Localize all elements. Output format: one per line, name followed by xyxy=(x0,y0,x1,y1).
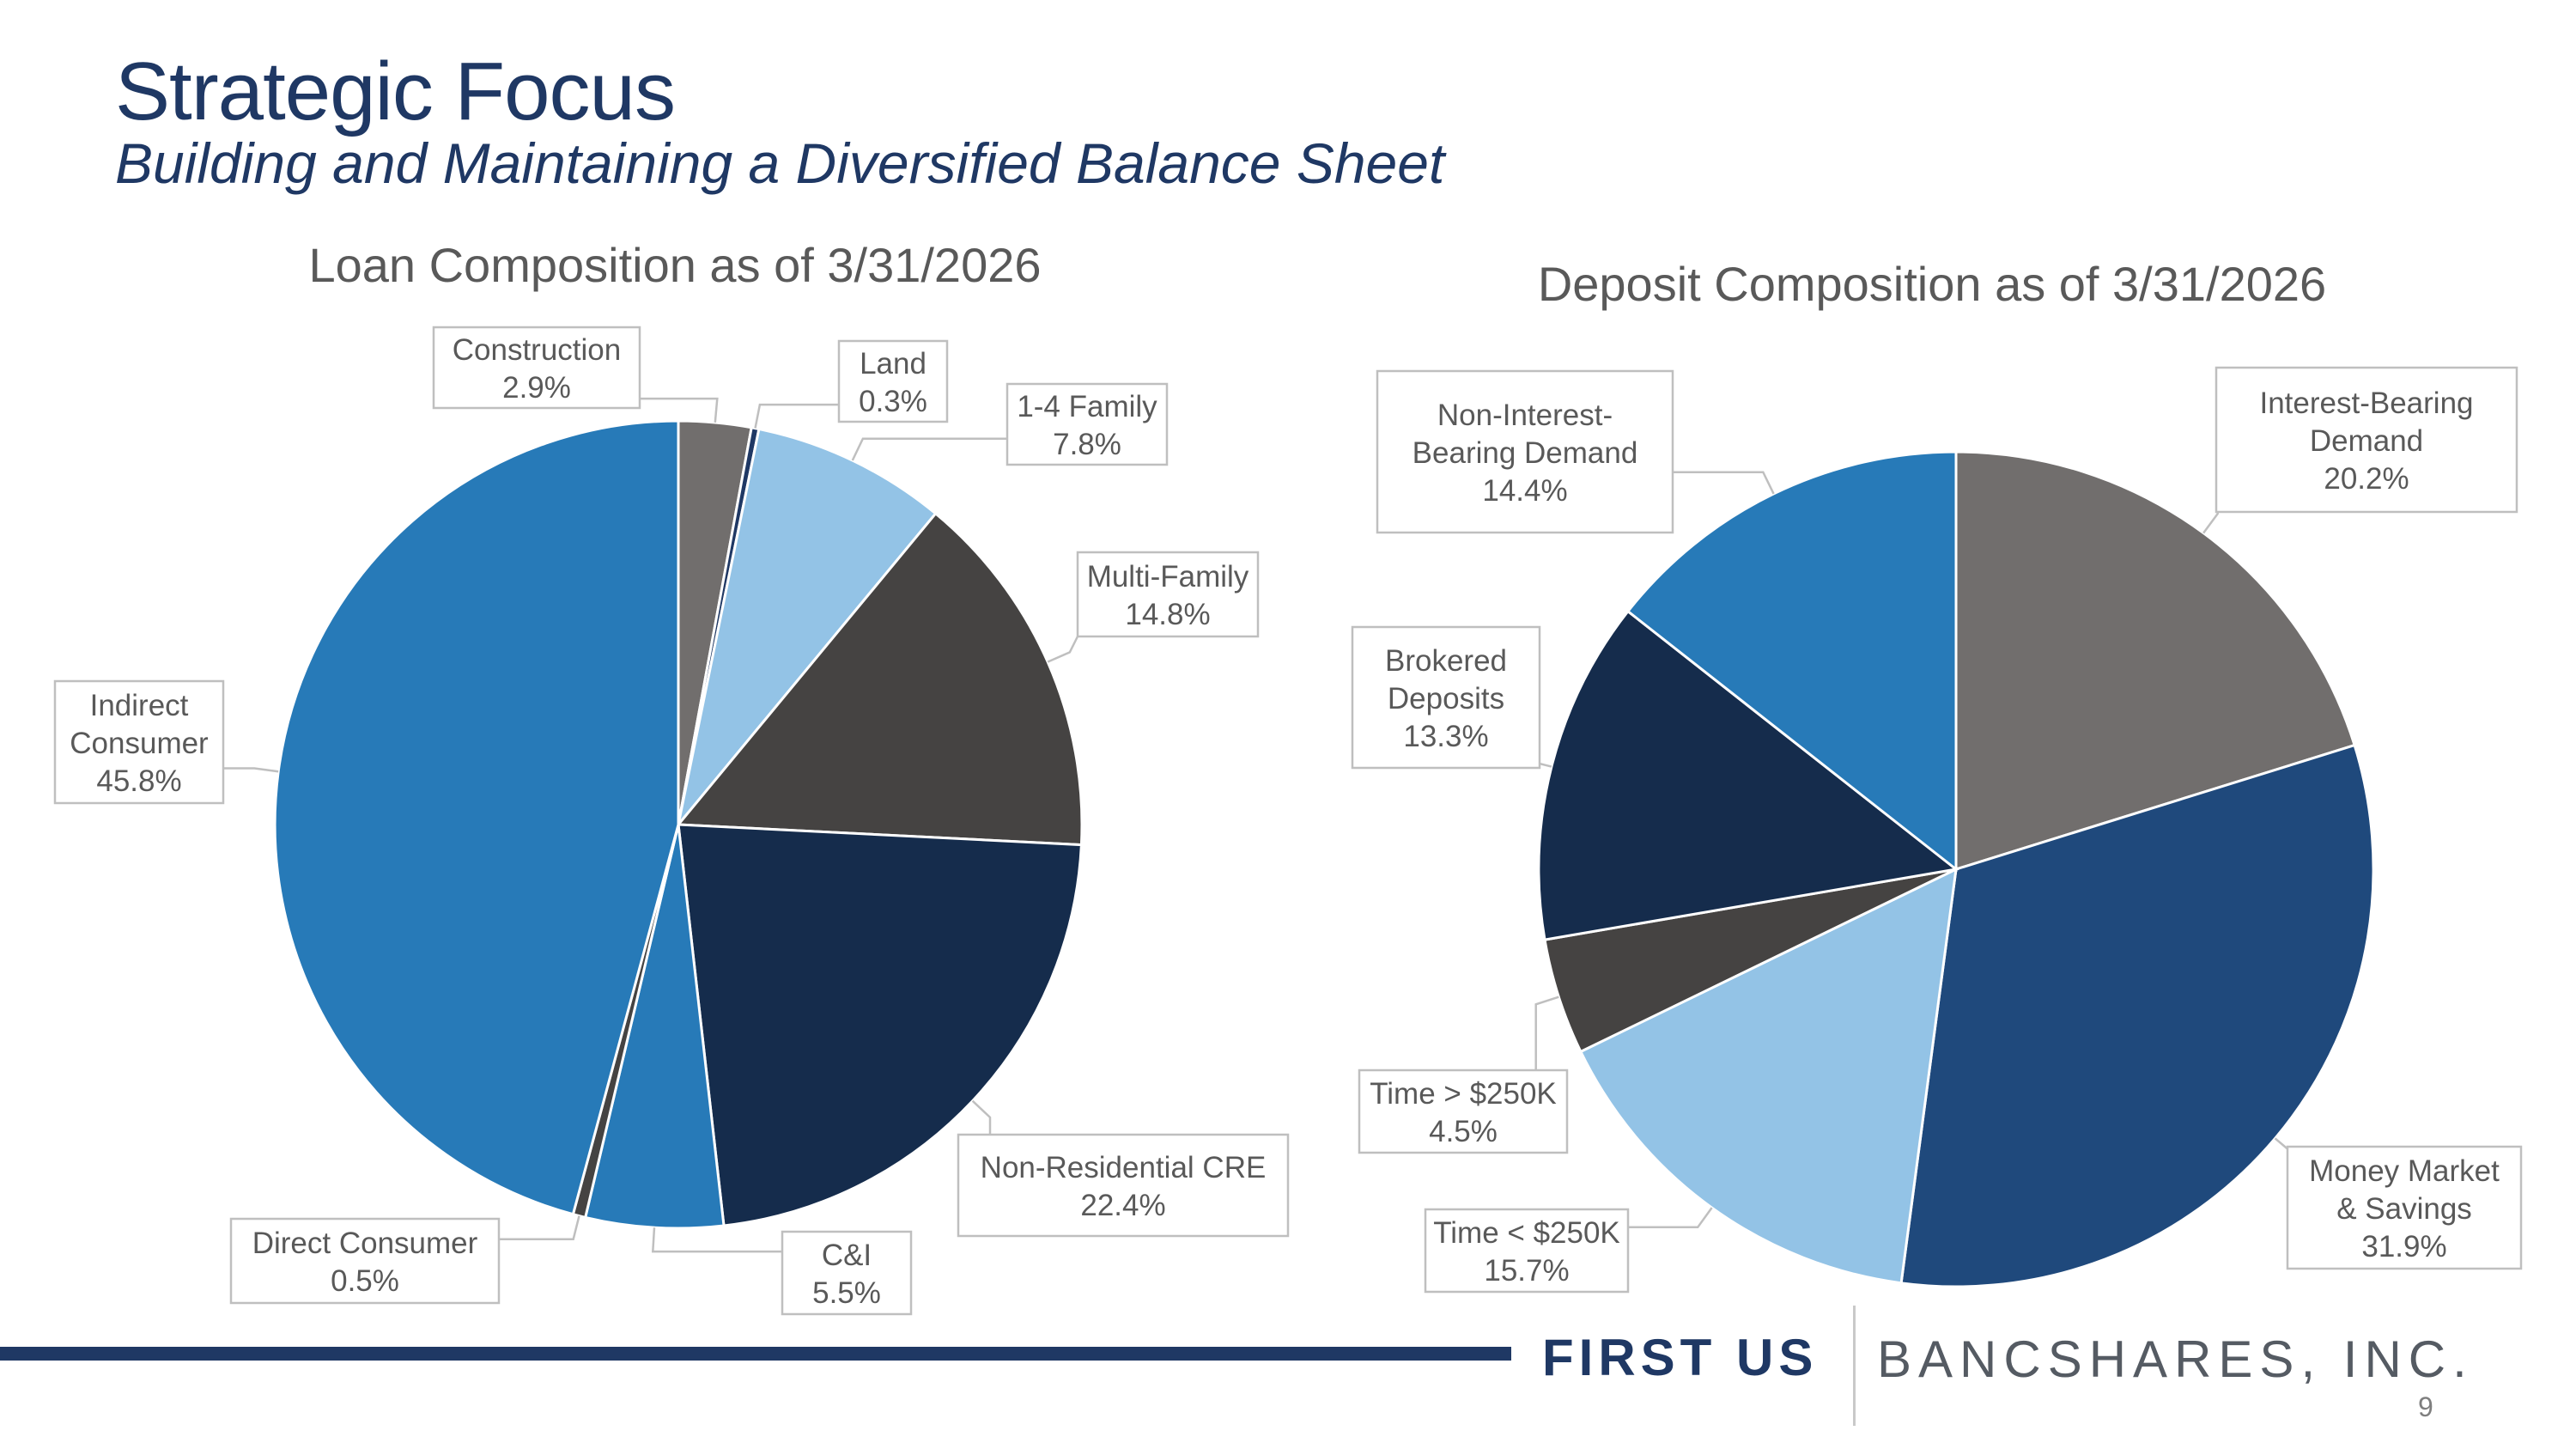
loan-leader-construction xyxy=(640,397,719,423)
deposit-pie: Interest-Bearing Demand 20.2% Money Market &… xyxy=(1351,366,2523,1294)
loan-value-label-construction: 2.9% xyxy=(502,371,571,405)
loan-label-box-construction xyxy=(432,326,641,410)
deposit-category-label-money-market-savings: & Savings xyxy=(2336,1192,2472,1226)
loan-label-box-direct-consumer xyxy=(229,1217,501,1305)
deposit-category-label-time-250k: Time < $250K xyxy=(1433,1216,1620,1250)
loan-value-label-direct-consumer: 0.5% xyxy=(331,1264,399,1298)
loan-slice-multi-family xyxy=(675,511,1084,847)
loan-category-label-multi-family: Multi-Family xyxy=(1087,560,1249,594)
deposit-label-box-time-250k xyxy=(1424,1208,1630,1294)
deposit-category-label-brokered-deposits: Brokered xyxy=(1385,644,1507,678)
page-number: 9 xyxy=(2418,1391,2433,1422)
loan-label-box-land xyxy=(837,339,949,423)
loan-slice-c-i xyxy=(583,824,726,1230)
logo-divider xyxy=(1853,1306,1856,1426)
loan-label-box-non-residential-cre xyxy=(957,1133,1290,1238)
deposit-value-label-money-market-savings: 31.9% xyxy=(2361,1230,2446,1263)
deposit-leader-time-250k xyxy=(1628,1207,1713,1229)
loan-value-label-multi-family: 14.8% xyxy=(1125,598,1210,631)
loan-value-label-indirect-consumer: 45.8% xyxy=(96,764,181,798)
logo-first: FIRST US xyxy=(1542,1329,1819,1386)
deposit-slice-brokered-deposits xyxy=(1537,609,1959,941)
deposit-label-box-brokered-deposits xyxy=(1351,625,1541,770)
loan-slice-non-residential-cre xyxy=(677,823,1083,1227)
loan-category-label-indirect-consumer: Consumer xyxy=(70,727,209,760)
logo-bancshares: BANCSHARES, INC. xyxy=(1877,1330,2474,1388)
loan-leader-multi-family xyxy=(1047,636,1079,663)
loan-label-box-1-4-family xyxy=(1005,382,1169,466)
loan-leader-indirect-consumer xyxy=(223,767,279,773)
loan-category-label-non-residential-cre: Non-Residential CRE xyxy=(981,1151,1267,1184)
loan-label-box-c-i xyxy=(781,1230,913,1316)
deposit-label-box-time-250k xyxy=(1358,1068,1569,1154)
deposit-category-label-brokered-deposits: Deposits xyxy=(1388,682,1504,715)
loan-category-label-c-i: C&I xyxy=(822,1239,872,1272)
loan-value-label-c-i: 5.5% xyxy=(812,1276,881,1310)
loan-category-label-1-4-family: 1-4 Family xyxy=(1017,390,1157,423)
deposit-leader-non-interest-bearing-demand xyxy=(1673,471,1775,495)
loan-leader-direct-consumer xyxy=(499,1215,580,1240)
loan-label-box-multi-family xyxy=(1076,551,1260,638)
deposit-slice-time-250k xyxy=(1578,867,1958,1285)
deposit-value-label-time-250k: 4.5% xyxy=(1429,1115,1498,1148)
deposit-value-label-brokered-deposits: 13.3% xyxy=(1403,720,1488,753)
loan-category-label-direct-consumer: Direct Consumer xyxy=(252,1227,478,1260)
loan-leader-c-i xyxy=(651,1227,782,1253)
loan-leader-land xyxy=(754,403,839,429)
deposit-label-box-money-market-savings xyxy=(2286,1145,2523,1270)
loan-pie: Construction 2.9% Land 0.3% 1-4 Family 7.8% Mu… xyxy=(53,326,1290,1316)
deposit-leader-time-250k xyxy=(1534,995,1559,1070)
deposit-category-label-money-market-savings: Money Market xyxy=(2309,1154,2500,1188)
deposit-leader-interest-bearing-demand xyxy=(2202,512,2219,534)
deposit-label-box-non-interest-bearing-demand xyxy=(1376,369,1674,534)
deposit-category-label-time-250k: Time > $250K xyxy=(1370,1077,1557,1111)
page-subtitle: Building and Maintaining a Diversified B… xyxy=(115,131,1445,195)
deposit-category-label-non-interest-bearing-demand: Non-Interest- xyxy=(1437,399,1613,432)
loan-leader-1-4-family xyxy=(851,437,1007,461)
loan-slice-1-4-family xyxy=(677,427,938,825)
deposit-value-label-time-250k: 15.7% xyxy=(1484,1254,1569,1288)
loan-leader-non-residential-cre xyxy=(971,1099,992,1135)
loan-value-label-non-residential-cre: 22.4% xyxy=(1080,1189,1165,1222)
deposit-label-box-interest-bearing-demand xyxy=(2215,366,2518,514)
deposit-value-label-non-interest-bearing-demand: 14.4% xyxy=(1482,474,1567,508)
loan-category-label-indirect-consumer: Indirect xyxy=(90,689,189,722)
deposit-category-label-interest-bearing-demand: Demand xyxy=(2310,424,2423,458)
loan-value-label-1-4-family: 7.8% xyxy=(1053,428,1121,461)
deposit-category-label-non-interest-bearing-demand: Bearing Demand xyxy=(1413,436,1638,470)
page-title: Strategic Focus xyxy=(115,46,676,137)
deposit-category-label-interest-bearing-demand: Interest-Bearing xyxy=(2259,387,2473,420)
deposit-value-label-interest-bearing-demand: 20.2% xyxy=(2324,462,2409,496)
loan-category-label-land: Land xyxy=(860,347,927,381)
loan-chart-title: Loan Composition as of 3/31/2026 xyxy=(308,238,1041,292)
loan-category-label-construction: Construction xyxy=(453,333,621,367)
footer-bar xyxy=(0,1347,1511,1361)
loan-value-label-land: 0.3% xyxy=(859,385,927,418)
loan-slice-indirect-consumer xyxy=(273,419,680,1216)
loan-label-box-indirect-consumer xyxy=(53,679,225,805)
deposit-chart-title: Deposit Composition as of 3/31/2026 xyxy=(1538,257,2326,311)
